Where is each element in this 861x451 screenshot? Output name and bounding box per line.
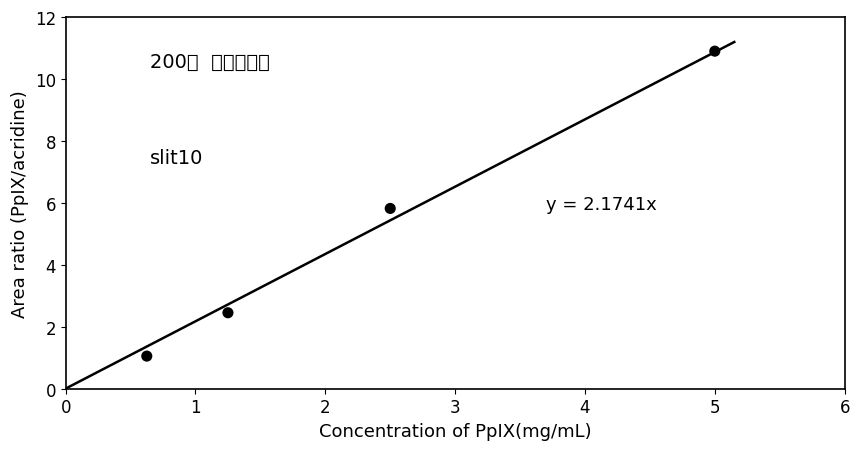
Y-axis label: Area ratio (PpIX/acridine): Area ratio (PpIX/acridine) bbox=[11, 90, 29, 317]
X-axis label: Concentration of PpIX(mg/mL): Concentration of PpIX(mg/mL) bbox=[319, 422, 592, 440]
Text: y = 2.1741x: y = 2.1741x bbox=[546, 196, 657, 214]
Point bbox=[708, 48, 722, 55]
Point bbox=[221, 309, 235, 317]
Point bbox=[383, 205, 397, 212]
Text: 200배  희석된조건: 200배 희석된조건 bbox=[150, 52, 269, 72]
Text: slit10: slit10 bbox=[150, 148, 203, 167]
Point bbox=[139, 353, 153, 360]
